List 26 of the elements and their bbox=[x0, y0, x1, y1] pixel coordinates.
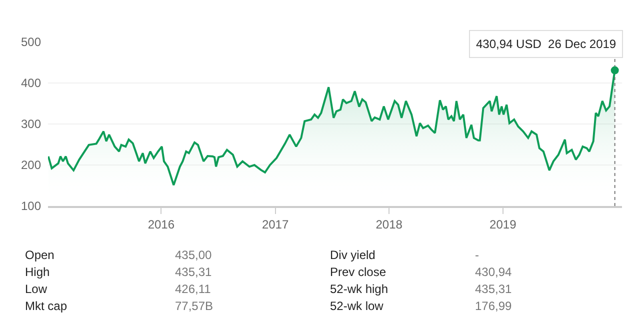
text: - bbox=[475, 248, 479, 262]
text: 426,11 bbox=[175, 282, 211, 296]
x-tick-label: 2017 bbox=[262, 217, 289, 232]
text: 77,57B bbox=[175, 299, 214, 313]
text: 52-wk high bbox=[330, 282, 388, 296]
text: 430,94 bbox=[475, 265, 512, 279]
text: Open bbox=[25, 248, 54, 262]
x-tick-label: 2019 bbox=[490, 217, 517, 232]
text: 52-wk low bbox=[330, 299, 384, 313]
text: Low bbox=[25, 282, 48, 296]
text: 435,00 bbox=[175, 248, 212, 262]
text: 435,31 bbox=[475, 282, 512, 296]
annotation: 430,94 USD 26 Dec 2019 bbox=[476, 37, 616, 51]
x-tick-label: 2018 bbox=[376, 217, 403, 232]
y-tick-label: 500 bbox=[20, 35, 42, 50]
text: High bbox=[25, 265, 50, 279]
y-tick-label: 100 bbox=[20, 199, 42, 214]
y-tick-label: 300 bbox=[20, 117, 42, 132]
text: Mkt cap bbox=[25, 299, 68, 313]
y-tick-label: 200 bbox=[20, 158, 42, 172]
x-tick-label: 2016 bbox=[148, 217, 175, 232]
text: 176,99 bbox=[475, 299, 512, 313]
text: Div yield bbox=[330, 248, 376, 262]
y-tick-label: 400 bbox=[20, 76, 42, 90]
text: Prev close bbox=[330, 265, 386, 279]
text: 435,31 bbox=[175, 265, 212, 279]
